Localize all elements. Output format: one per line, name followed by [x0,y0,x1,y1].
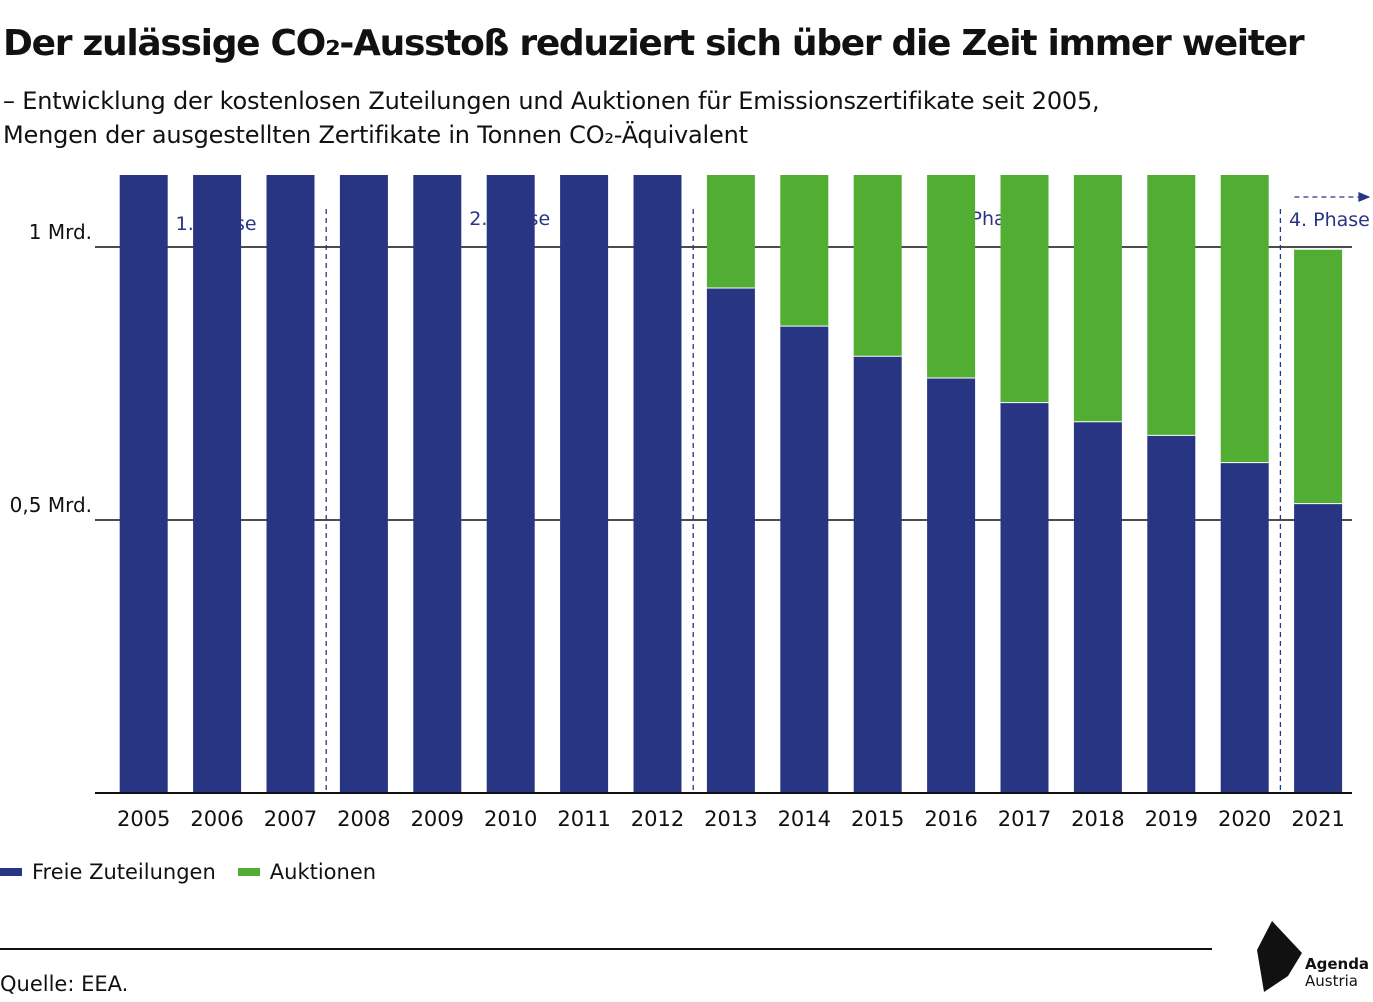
logo-brand-main: Agenda [1305,955,1370,973]
x-tick-label: 2014 [778,807,831,831]
bar-segment-auctions [927,175,976,379]
x-tick-label: 2018 [1071,807,1124,831]
bar-segment-free [413,175,462,794]
x-tick-label: 2013 [704,807,757,831]
bar-segment-free [560,175,609,793]
bar-segment-auctions [1000,175,1049,403]
x-tick-label: 2009 [411,807,464,831]
y-tick-label: 1 Mrd. [29,220,92,244]
bars [119,175,1343,794]
x-tick-label: 2006 [190,807,243,831]
x-tick-label: 2019 [1145,807,1198,831]
source-note: Quelle: EEA. [0,972,129,996]
subtitle-line-1: – Entwicklung der kostenlosen Zuteilunge… [3,87,1100,115]
x-tick-label: 2005 [117,807,170,831]
y-tick-label: 0,5 Mrd. [10,493,92,517]
x-tick-label: 2007 [264,807,317,831]
x-tick-label: 2016 [924,807,977,831]
bar-segment-free [339,175,388,793]
legend-swatch-auctions [237,868,260,876]
agenda-austria-logo: Agenda Austria [1255,918,1370,996]
bar-segment-auctions [780,175,829,327]
bar-segment-free [706,287,755,793]
footer-divider [0,948,1212,950]
bar-segment-auctions [1073,175,1122,422]
bar-segment-free [266,175,315,794]
x-tick-label: 2011 [557,807,610,831]
legend: Freie Zuteilungen Auktionen [0,860,398,884]
legend-item-auctions: Auktionen [237,860,377,884]
bar-segment-free [1000,402,1049,793]
x-tick-label: 2012 [631,807,684,831]
arrow-right-icon [1358,192,1371,202]
bar-segment-free [486,175,535,794]
bar-segment-free [193,175,242,793]
bar-segment-free [927,378,976,793]
legend-item-free: Freie Zuteilungen [0,860,216,884]
bar-segment-free [1294,503,1343,793]
bar-segment-auctions [1220,175,1269,463]
bar-segment-free [1220,462,1269,793]
x-tick-label: 2017 [998,807,1051,831]
bar-segment-free [780,326,829,793]
x-tick-label: 2015 [851,807,904,831]
bar-segment-free [1073,421,1122,793]
bar-segment-auctions [853,175,902,357]
axes: 0,5 Mrd.1 Mrd.1,5 Mrd.2 Mrd.200520062007… [10,220,1352,831]
bar-segment-free [1147,435,1196,793]
logo-wordmark: Agenda Austria [1305,956,1369,990]
chart-subtitle: – Entwicklung der kostenlosen Zuteilunge… [3,84,1100,152]
bar-segment-auctions [1147,175,1196,436]
subtitle-line-2: Mengen der ausgestellten Zertifikate in … [3,121,748,149]
legend-label-free: Freie Zuteilungen [32,860,216,884]
legend-swatch-free [0,868,22,876]
chart-title: Der zulässige CO₂-Ausstoß reduziert sich… [3,23,1305,64]
x-tick-label: 2021 [1291,807,1344,831]
bar-segment-auctions [1294,249,1343,504]
bar-segment-free [633,175,682,793]
x-tick-label: 2020 [1218,807,1271,831]
bar-segment-free [853,356,902,793]
bar-segment-auctions [706,175,755,288]
logo-mark-icon [1257,921,1302,992]
logo-brand-sub: Austria [1305,972,1358,990]
phase-label: 4. Phase [1289,209,1370,231]
legend-label-auctions: Auktionen [269,860,377,884]
x-tick-label: 2010 [484,807,537,831]
x-tick-label: 2008 [337,807,390,831]
bar-segment-free [119,175,168,793]
